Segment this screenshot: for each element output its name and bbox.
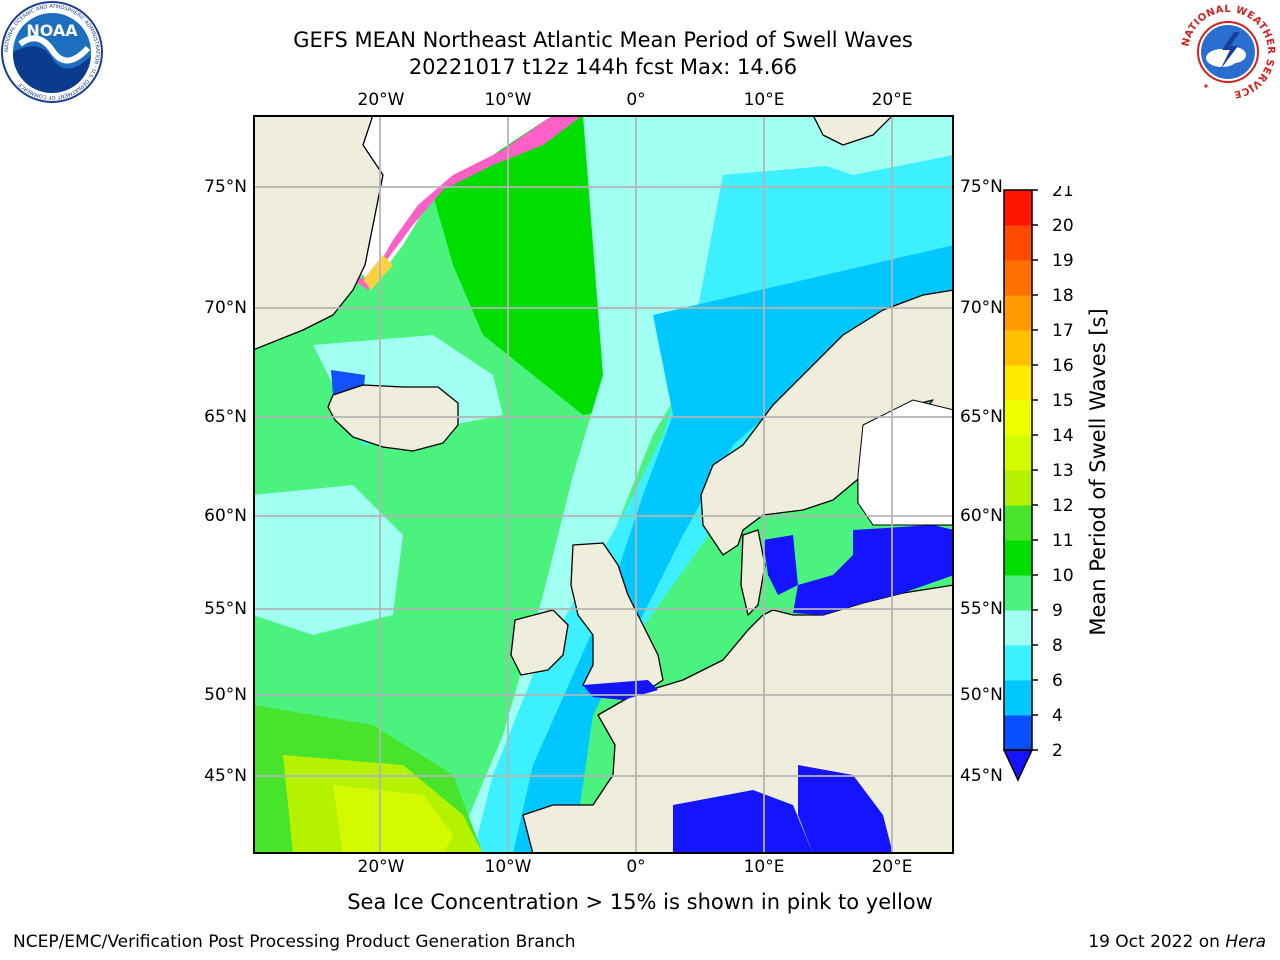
lat-label-right: 70°N: [960, 298, 1003, 318]
colorbar-tick-label: 21: [1052, 186, 1074, 201]
colorbar: 2 4 6 8 9 10 11 12 13 14 15 16 17 18 19 20 21: [1002, 186, 1074, 782]
colorbar-band: [1004, 365, 1032, 401]
colorbar-tick-label: 9: [1052, 601, 1063, 621]
colorbar-band: [1004, 225, 1032, 261]
sea-ice-caption: Sea Ice Concentration > 15% is shown in …: [347, 890, 933, 914]
colorbar-band: [1004, 260, 1032, 296]
lat-label-left: 60°N: [204, 506, 247, 526]
colorbar-tick-label: 8: [1052, 636, 1063, 656]
noaa-wordmark: NOAA: [26, 21, 78, 40]
colorbar-tick-label: 12: [1052, 496, 1074, 516]
noaa-logo: NATIONAL OCEANIC AND ATMOSPHERIC ADMINIS…: [1, 1, 103, 103]
lon-label-top: 0°: [626, 90, 646, 110]
colorbar-tick-label: 13: [1052, 461, 1074, 481]
footer-date: 19 Oct 2022 on Hera: [1088, 932, 1266, 952]
lon-label-top: 20°W: [357, 90, 405, 110]
colorbar-tick-label: 18: [1052, 286, 1074, 306]
colorbar-tick-label: 11: [1052, 531, 1074, 551]
chart-title: GEFS MEAN Northeast Atlantic Mean Period…: [293, 28, 913, 52]
lon-label-bottom: 10°W: [484, 857, 532, 877]
lat-label-left: 50°N: [204, 685, 247, 705]
map-border: [253, 115, 954, 854]
chart-subtitle: 20221017 t12z 144h fcst Max: 14.66: [408, 55, 798, 79]
colorbar-tick-label: 19: [1052, 251, 1074, 271]
lat-label-right: 50°N: [960, 685, 1003, 705]
colorbar-band: [1004, 575, 1032, 611]
colorbar-band: [1004, 680, 1032, 716]
colorbar-band: [1004, 295, 1032, 331]
lon-label-bottom: 0°: [626, 857, 646, 877]
lon-label-bottom: 20°E: [871, 857, 913, 877]
colorbar-title: Mean Period of Swell Waves [s]: [1086, 308, 1110, 636]
colorbar-tick-label: 15: [1052, 391, 1074, 411]
colorbar-band: [1004, 645, 1032, 681]
lon-label-bottom: 20°W: [357, 857, 405, 877]
colorbar-tick-label: 2: [1052, 741, 1063, 761]
colorbar-band: [1004, 610, 1032, 646]
lat-label-right: 60°N: [960, 506, 1003, 526]
lat-label-left: 45°N: [204, 766, 247, 786]
colorbar-band: [1004, 435, 1032, 471]
lon-label-bottom: 10°E: [743, 857, 785, 877]
graticule: [253, 115, 954, 854]
colorbar-bands: [1004, 190, 1032, 751]
lat-label-left: 70°N: [204, 298, 247, 318]
colorbar-band: [1004, 505, 1032, 541]
colorbar-tick-label: 17: [1052, 321, 1074, 341]
colorbar-tick-label: 20: [1052, 216, 1074, 236]
lat-label-left: 55°N: [204, 599, 247, 619]
colorbar-band: [1004, 470, 1032, 506]
lat-label-right: 75°N: [960, 177, 1003, 197]
footer-host: Hera: [1225, 932, 1266, 952]
lat-label-left: 65°N: [204, 407, 247, 427]
colorbar-tick-label: 10: [1052, 566, 1074, 586]
colorbar-tick-label: 4: [1052, 706, 1063, 726]
colorbar-ticks: 2 4 6 8 9 10 11 12 13 14 15 16 17 18 19 20 21: [1032, 186, 1074, 761]
footer-credit: NCEP/EMC/Verification Post Processing Pr…: [13, 932, 576, 952]
colorbar-band: [1004, 190, 1032, 226]
nws-logo: NATIONAL WEATHER SERVICE: [1178, 2, 1278, 102]
colorbar-under-triangle: [1002, 749, 1034, 782]
ocean-map: [253, 115, 954, 854]
colorbar-tick-label: 6: [1052, 671, 1063, 691]
colorbar-band: [1004, 400, 1032, 436]
colorbar-band: [1004, 330, 1032, 366]
colorbar-band: [1004, 540, 1032, 576]
lat-label-left: 75°N: [204, 177, 247, 197]
lat-label-right: 65°N: [960, 407, 1003, 427]
lat-label-right: 55°N: [960, 599, 1003, 619]
bothnia-no-data: [857, 399, 954, 526]
lat-label-right: 45°N: [960, 766, 1003, 786]
colorbar-tick-label: 16: [1052, 356, 1074, 376]
colorbar-band: [1004, 715, 1032, 751]
lon-label-top: 20°E: [871, 90, 913, 110]
lon-label-top: 10°E: [743, 90, 785, 110]
colorbar-tick-label: 14: [1052, 426, 1074, 446]
footer-date-text: 19 Oct 2022 on: [1088, 932, 1226, 952]
lon-label-top: 10°W: [484, 90, 532, 110]
